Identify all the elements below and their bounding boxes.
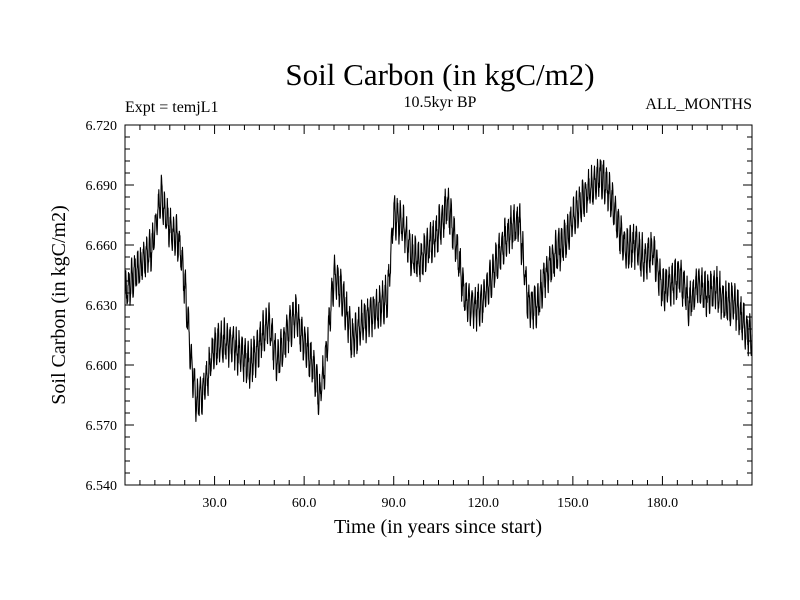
y-tick-label: 6.570 (86, 419, 118, 434)
ticks-layer: 6.540 6.570 6.600 6.630 6.660 6.690 6.720 30.0 6… (86, 119, 752, 511)
plot-frame (124, 124, 753, 486)
series-layer (124, 158, 753, 423)
y-axis-label: Soil Carbon (in kgC/m2) (48, 205, 70, 404)
x-tick-label: 180.0 (647, 496, 679, 511)
y-tick-label: 6.630 (86, 299, 118, 314)
y-tick-label: 6.720 (86, 119, 118, 134)
x-tick-label: 150.0 (557, 496, 589, 511)
x-tick-label: 90.0 (381, 496, 406, 511)
experiment-label: Expt = temjL1 (125, 99, 218, 116)
x-tick-label: 60.0 (292, 496, 317, 511)
x-tick-label: 30.0 (202, 496, 227, 511)
y-tick-label: 6.540 (86, 479, 118, 494)
x-axis-label: Time (in years since start) (334, 516, 542, 538)
y-tick-label: 6.690 (86, 179, 118, 194)
y-tick-label: 6.600 (86, 359, 118, 374)
chart-title: Soil Carbon (in kgC/m2) (285, 57, 594, 92)
months-label: ALL_MONTHS (645, 96, 752, 113)
x-tick-label: 120.0 (468, 496, 500, 511)
y-tick-label: 6.660 (86, 239, 118, 254)
series-line (124, 158, 753, 423)
period-label: 10.5kyr BP (404, 94, 477, 111)
